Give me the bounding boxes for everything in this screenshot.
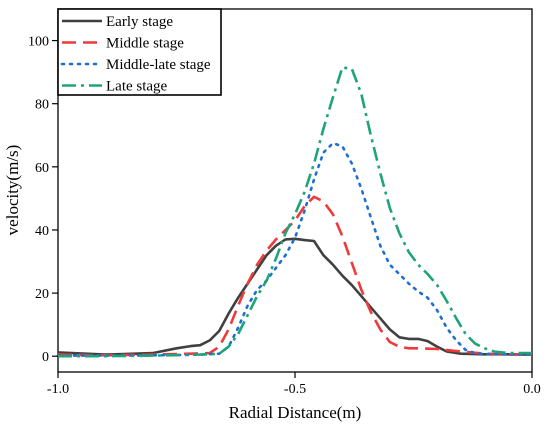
legend: Early stage Middle stage Middle-late stage… xyxy=(57,8,222,96)
x-tick-label: 0.0 xyxy=(523,382,541,397)
x-tick-label: -1.0 xyxy=(47,382,69,397)
y-axis-label: velocity(m/s) xyxy=(3,145,22,236)
axes-layer: -1.0 -0.5 0.0 0 20 40 60 80 100 xyxy=(28,35,541,397)
series-line-4 xyxy=(58,66,532,358)
y-tick-label: 100 xyxy=(28,35,49,50)
legend-label: Middle-late stage xyxy=(106,57,211,73)
series-line-1 xyxy=(57,237,533,356)
series-line-2 xyxy=(57,195,532,357)
legend-box xyxy=(57,8,222,96)
x-tick-label: -0.5 xyxy=(284,382,306,397)
series-line-3 xyxy=(56,141,534,357)
y-tick-label: 0 xyxy=(42,350,49,365)
x-axis-label: Radial Distance(m) xyxy=(229,403,362,422)
legend-label: Early stage xyxy=(106,14,173,30)
series-layer xyxy=(56,66,534,358)
legend-label: Middle stage xyxy=(106,36,184,52)
y-tick-label: 40 xyxy=(35,224,49,239)
legend-label: Late stage xyxy=(106,79,168,95)
y-tick-label: 80 xyxy=(35,98,49,113)
y-tick-label: 20 xyxy=(35,287,49,302)
y-tick-label: 60 xyxy=(35,161,49,176)
